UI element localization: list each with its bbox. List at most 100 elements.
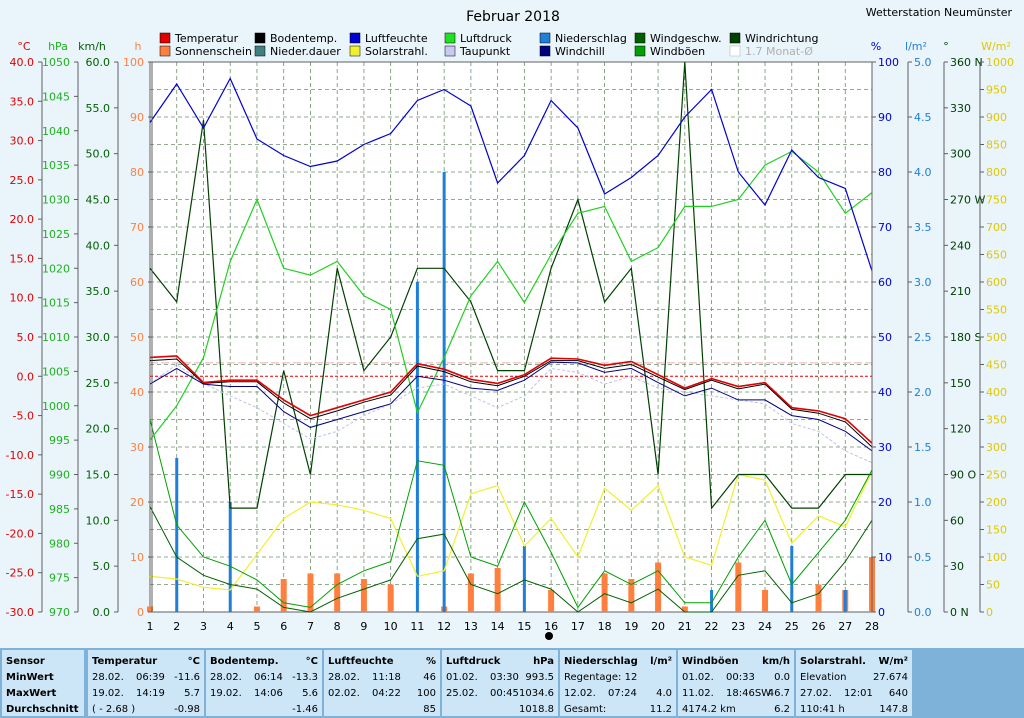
tick-label-hours: 90 [130, 111, 144, 124]
stats-cell-row: 02.02. 04:22 100 [328, 687, 436, 701]
tick-label-temp: 20.0 [10, 213, 35, 226]
stats-cell-unit: % [425, 656, 436, 667]
precipitation-bar [710, 590, 714, 612]
stats-cell-title: Bodentemp. °C [210, 655, 318, 669]
tick-label-hours: 20 [130, 496, 144, 509]
sunshine-bar [253, 606, 260, 612]
stats-cell-row: 85 [328, 703, 436, 717]
tick-label-precip: 4.5 [914, 111, 932, 124]
tick-label-direction: 360 N [950, 56, 983, 69]
legend-swatch [349, 45, 361, 57]
tick-label-hours: 10 [130, 551, 144, 564]
tick-label-direction: 60 [950, 514, 964, 527]
tick-label-temp: 15.0 [10, 252, 35, 265]
legend-label: Luftfeuchte [365, 32, 428, 45]
tick-label-direction: 330 [950, 102, 971, 115]
tick-label-precip: 5.0 [914, 56, 932, 69]
tick-label-hours: 30 [130, 441, 144, 454]
tick-label-humidity: 80 [878, 166, 892, 179]
stats-date: 25.02. [446, 688, 478, 699]
tick-label-humidity: 70 [878, 221, 892, 234]
tick-label-wind: 35.0 [86, 285, 111, 298]
tick-label-precip: 0.5 [914, 551, 932, 564]
axis-unit-precip: l/m² [905, 40, 927, 53]
tick-label-hours: 100 [123, 56, 144, 69]
precipitation-bar [442, 172, 446, 612]
stats-time: 18:46SW [726, 688, 772, 699]
stats-date: 01.02. [446, 672, 478, 683]
tick-label-precip: 3.5 [914, 221, 932, 234]
stats-cell-unit: km/h [762, 656, 790, 667]
tick-label-humidity: 30 [878, 441, 892, 454]
stats-time: 14:06 [254, 688, 283, 699]
tick-label-wind: 25.0 [86, 377, 111, 390]
sunshine-bar [601, 573, 608, 612]
tick-label-wind: 5.0 [93, 560, 111, 573]
sunshine-bar [467, 573, 474, 612]
tick-label-pressure: 1040 [42, 125, 70, 138]
tick-label-direction: 270 W [950, 194, 985, 207]
axis-unit-humidity: % [871, 40, 881, 53]
sunshine-bar [280, 579, 287, 612]
stats-date: 4174.2 km [682, 704, 736, 715]
stats-cell-unit: W/m² [878, 656, 908, 667]
tick-label-precip: 1.5 [914, 441, 932, 454]
stats-label-min: MinWert [6, 672, 54, 683]
x-tick-label: 19 [624, 620, 638, 633]
stats-date: 28.02. [92, 672, 124, 683]
x-tick-label: 1 [147, 620, 154, 633]
tick-label-solar: 150 [986, 524, 1007, 537]
tick-label-solar: 800 [986, 166, 1007, 179]
legend-label: Windchill [555, 45, 605, 58]
tick-label-solar: 250 [986, 469, 1007, 482]
bars [147, 172, 875, 612]
stats-cell-row: ( - 2.68 ) -0.98 [92, 703, 200, 717]
stats-date: Regentage: 12 [564, 672, 638, 683]
x-tick-label: 21 [678, 620, 692, 633]
x-tick-label: 22 [705, 620, 719, 633]
stats-value: -0.98 [174, 704, 200, 715]
legend-swatch [254, 32, 266, 44]
x-tick-label: 23 [731, 620, 745, 633]
tick-label-temp: 40.0 [10, 56, 35, 69]
x-tick-label: 7 [307, 620, 314, 633]
stats-label-max: MaxWert [6, 688, 57, 699]
tick-label-temp: 5.0 [17, 331, 35, 344]
stats-time: 00:33 [726, 672, 755, 683]
x-tick-label: 2 [173, 620, 180, 633]
station-name: Wetterstation Neumünster [866, 6, 1013, 19]
series-line-windchill [149, 361, 873, 452]
tick-label-wind: 60.0 [86, 56, 111, 69]
legend-label: Windböen [650, 45, 705, 58]
stats-time: 11:18 [372, 672, 401, 683]
stats-cell-unit: °C [187, 656, 200, 667]
stats-value: 640 [888, 688, 908, 699]
stats-label-sensor: Sensor [6, 656, 45, 667]
stats-time: 06:39 [136, 672, 165, 683]
tick-label-direction: 90 O [950, 469, 976, 482]
tick-label-wind: 55.0 [86, 102, 111, 115]
stats-cell-luftdruck: Luftdruck hPa 01.02. 03:30 993.5 25.02. 00:45 1… [442, 650, 558, 716]
x-tick-label: 24 [758, 620, 772, 633]
stats-date: Elevation [800, 672, 847, 683]
precipitation-bar [228, 502, 232, 612]
stats-label-avg: Durchschnitt [6, 704, 79, 715]
tick-label-pressure: 1020 [42, 262, 70, 275]
tick-label-precip: 0.0 [914, 606, 932, 619]
stats-date: 27.02. [800, 688, 832, 699]
series-line-windben [149, 419, 873, 609]
stats-value: 100 [416, 688, 436, 699]
stats-cell-row: 1018.8 [446, 703, 554, 717]
tick-label-temp: -10.0 [6, 449, 34, 462]
legend-swatch [444, 32, 456, 44]
stats-cell-row: 25.02. 00:45 1034.6 [446, 687, 554, 701]
x-tick-label: 4 [227, 620, 234, 633]
stats-cell-title: Niederschlag l/m² [564, 655, 672, 669]
tick-label-humidity: 40 [878, 386, 892, 399]
stats-value: -1.46 [292, 704, 318, 715]
stats-cell-title-text: Solarstrahl. [800, 656, 866, 667]
stats-cell-bodentemp: Bodentemp. °C 28.02. 06:14 -13.3 19.02. 14:06 5… [206, 650, 322, 716]
x-tick-label: 17 [571, 620, 585, 633]
stats-cell-title-text: Temperatur [92, 656, 158, 667]
tick-label-humidity: 10 [878, 551, 892, 564]
